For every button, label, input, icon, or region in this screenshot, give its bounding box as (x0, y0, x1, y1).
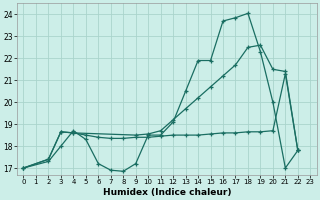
X-axis label: Humidex (Indice chaleur): Humidex (Indice chaleur) (103, 188, 231, 197)
